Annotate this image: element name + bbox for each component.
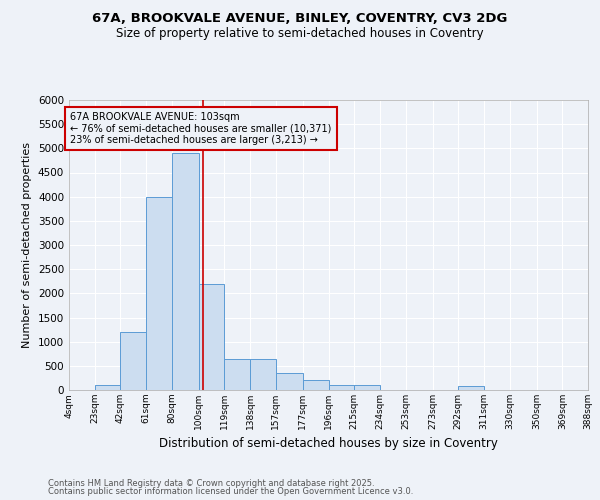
Bar (199, 284, 224, 390)
Text: Size of property relative to semi-detached houses in Coventry: Size of property relative to semi-detach… (116, 28, 484, 40)
Bar (172, 153, 199, 390)
Y-axis label: Number of semi-detached properties: Number of semi-detached properties (22, 142, 32, 348)
Bar (458, 386, 484, 390)
Bar (250, 358, 276, 390)
Text: 67A, BROOKVALE AVENUE, BINLEY, COVENTRY, CV3 2DG: 67A, BROOKVALE AVENUE, BINLEY, COVENTRY,… (92, 12, 508, 26)
Bar (303, 380, 329, 390)
Bar (224, 358, 250, 390)
Bar (354, 385, 380, 390)
Bar (276, 373, 303, 390)
Bar (329, 385, 354, 390)
Text: Contains public sector information licensed under the Open Government Licence v3: Contains public sector information licen… (48, 488, 413, 496)
Text: Contains HM Land Registry data © Crown copyright and database right 2025.: Contains HM Land Registry data © Crown c… (48, 478, 374, 488)
Bar (121, 332, 146, 390)
Bar (146, 196, 172, 390)
Bar (95, 385, 121, 390)
Text: 67A BROOKVALE AVENUE: 103sqm
← 76% of semi-detached houses are smaller (10,371)
: 67A BROOKVALE AVENUE: 103sqm ← 76% of se… (70, 112, 332, 146)
X-axis label: Distribution of semi-detached houses by size in Coventry: Distribution of semi-detached houses by … (159, 438, 498, 450)
